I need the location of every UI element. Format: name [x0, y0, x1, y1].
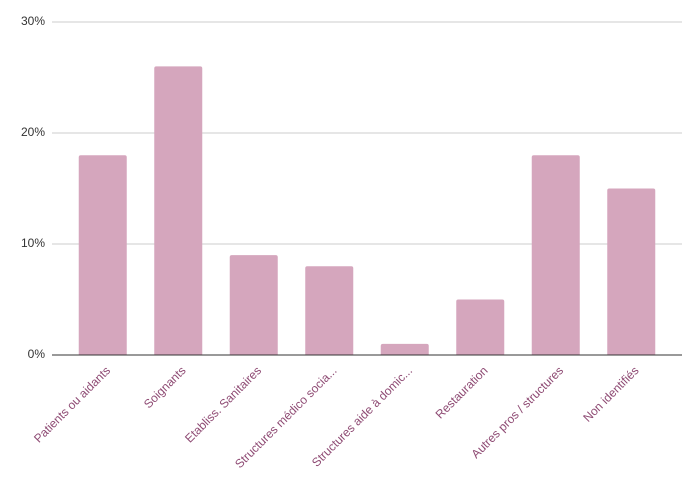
y-tick-label: 20% [21, 125, 45, 139]
y-tick-label: 30% [21, 14, 45, 28]
bar [531, 155, 580, 355]
bar [154, 66, 203, 356]
x-tick-label: Etabliss. Sanitaires [182, 363, 264, 445]
x-tick-label: Restauration [433, 363, 491, 421]
x-tick-label: Soignants [141, 363, 189, 411]
y-tick-label: 0% [28, 347, 46, 361]
bar [607, 188, 656, 355]
bar [78, 155, 127, 355]
y-tick-label: 10% [21, 236, 45, 250]
bar [229, 255, 278, 355]
x-tick-label: Non identifiés [580, 363, 641, 424]
bar [305, 266, 354, 355]
x-tick-label: Patients ou aidants [31, 363, 113, 445]
bar [380, 343, 429, 355]
bar [456, 299, 505, 355]
